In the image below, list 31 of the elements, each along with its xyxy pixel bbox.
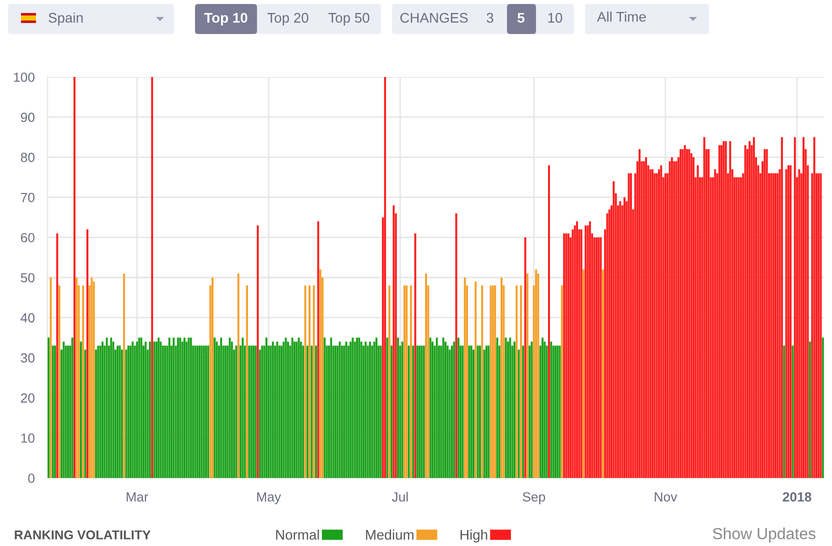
text: RANKING VOLATILITY xyxy=(14,530,151,540)
text: 5 xyxy=(518,13,524,23)
text: Spain xyxy=(48,12,83,26)
y-tick-label: 60 xyxy=(20,232,34,242)
y-tick-label: 30 xyxy=(20,353,34,363)
y-tick-label: 100 xyxy=(14,72,34,82)
text: All Time xyxy=(597,12,646,22)
text: 3 xyxy=(486,12,494,23)
x-tick-label: May xyxy=(257,492,282,504)
text: Top 20 xyxy=(267,12,308,26)
text: Top 10 xyxy=(204,12,248,26)
text: Top 50 xyxy=(328,12,370,26)
text: Show Updates xyxy=(712,528,816,542)
y-tick-label: 70 xyxy=(21,192,34,202)
y-tick-label: 10 xyxy=(21,433,34,443)
text: CHANGES xyxy=(400,12,468,23)
y-tick-label: 20 xyxy=(20,393,34,403)
y-tick-label: 0 xyxy=(28,474,34,483)
y-tick-label: 50 xyxy=(20,273,34,282)
x-tick-label: Mar xyxy=(126,492,148,502)
x-tick-label: Sep xyxy=(522,492,546,504)
x-tick-label: Jul xyxy=(392,492,408,502)
x-tick-label: 2018 xyxy=(782,492,812,502)
legend-label: High xyxy=(460,530,488,542)
y-tick-label: 40 xyxy=(20,313,34,323)
legend-label: Normal xyxy=(276,530,319,540)
x-tick-label: Nov xyxy=(654,492,678,502)
text: 10 xyxy=(548,12,562,23)
y-tick-label: 90 xyxy=(20,112,34,122)
y-tick-label: 80 xyxy=(20,152,34,162)
legend-label: Medium xyxy=(366,530,414,540)
